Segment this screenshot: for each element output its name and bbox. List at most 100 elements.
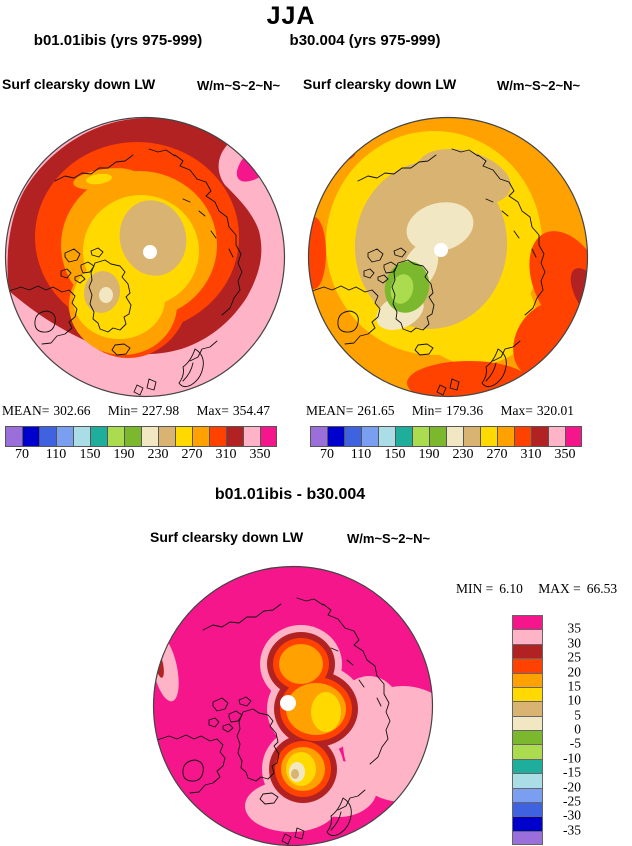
panel-right-subtitle: b30.004 (yrs 975-999)	[289, 32, 441, 49]
colorbar-right	[310, 426, 582, 447]
colorbar-cell	[446, 426, 463, 447]
colorbar-tick-label: 0	[574, 721, 581, 737]
colorbar-cell	[512, 701, 543, 716]
colorbar-tick-label: 270	[486, 447, 508, 462]
colorbar-tick-label: 230	[147, 447, 169, 462]
colorbar-cell	[548, 426, 565, 447]
pole-hole	[143, 245, 157, 259]
colorbar-tick-label: 190	[418, 447, 440, 462]
contour-region	[406, 202, 474, 252]
colorbar-cell	[412, 426, 429, 447]
colorbar-tick-label: 110	[45, 447, 67, 462]
colorbar-tick-label: 350	[554, 447, 576, 462]
colorbar-cell	[327, 426, 344, 447]
colorbar-tick-label: 35	[567, 621, 582, 637]
mean-label: MEAN=	[2, 403, 50, 418]
colorbar-cell	[90, 426, 107, 447]
difference-colorbar	[512, 615, 543, 845]
contour-region	[311, 692, 341, 732]
colorbar-cell	[209, 426, 226, 447]
colorbar-cell	[512, 730, 543, 745]
colorbar-cell	[512, 758, 543, 774]
min-label: Min=	[411, 403, 442, 418]
panel-left-subtitle: b01.01ibis (yrs 975-999)	[33, 32, 203, 49]
polar-map-left	[4, 116, 286, 398]
colorbar-cell	[175, 426, 192, 447]
colorbar-tick-label: 20	[567, 664, 582, 680]
contour-region	[328, 141, 356, 161]
max-label: Max=	[196, 403, 229, 418]
min-label: Min=	[107, 403, 138, 418]
stats-left: MEAN= 302.66 Min= 227.98 Max= 354.47	[2, 403, 284, 419]
colorbar-cell	[463, 426, 480, 447]
contour-region	[390, 274, 414, 304]
colorbar-cell	[512, 830, 543, 845]
colorbar-cell	[141, 426, 158, 447]
colorbar-tick-label: 5	[574, 707, 581, 723]
colorbar-tick-label: -5	[569, 736, 581, 752]
diff-max-label: MAX =	[538, 581, 581, 596]
colorbar-cell	[107, 426, 124, 447]
colorbar-tick-label: 190	[113, 447, 135, 462]
colorbar-cell	[226, 426, 243, 447]
colorbar-tick-label: 150	[79, 447, 101, 462]
diff-min-label: MIN =	[456, 581, 494, 596]
colorbar-cell	[395, 426, 412, 447]
difference-minmax: MIN = 6.10 MAX = 66.53	[456, 581, 629, 597]
colorbar-cell	[5, 426, 22, 447]
colorbar-tick-label: 270	[181, 447, 203, 462]
min-value: 227.98	[142, 403, 180, 418]
colorbar-cell	[531, 426, 548, 447]
colorbar-cell	[260, 426, 277, 447]
colorbar-cell	[512, 715, 543, 730]
max-label: Max=	[500, 403, 533, 418]
contour-region	[291, 769, 299, 779]
contour-region	[308, 217, 326, 289]
colorbar-cell	[480, 426, 497, 447]
colorbar-cell	[158, 426, 175, 447]
colorbar-left	[5, 426, 277, 447]
colorbar-cell	[192, 426, 209, 447]
mean-label: MEAN=	[306, 403, 354, 418]
contour-region	[99, 287, 113, 303]
panel-right-units-label: W/m~S~2~N~	[497, 78, 581, 93]
colorbar-tick-label: 110	[350, 447, 372, 462]
contour-region	[548, 117, 588, 163]
colorbar-cell	[73, 426, 90, 447]
colorbar-tick-label: -35	[563, 822, 581, 838]
panel-right-field-label: Surf clearsky down LW	[303, 76, 457, 92]
polar-map-right	[307, 116, 589, 398]
colorbar-cell	[124, 426, 141, 447]
colorbar-tick-label: 25	[567, 649, 582, 665]
map-panel-difference	[151, 564, 435, 846]
colorbar-tick-label: 350	[249, 447, 271, 462]
polar-map-difference	[152, 565, 434, 846]
difference-units-label: W/m~S~2~N~	[347, 531, 431, 546]
colorbar-cell	[361, 426, 378, 447]
colorbar-left-ticks: 70 110 150 190 230 270 310 350	[5, 447, 277, 464]
colorbar-cell	[39, 426, 56, 447]
colorbar-cell	[429, 426, 446, 447]
map-panel-left	[3, 115, 287, 399]
mean-value: 261.65	[357, 403, 395, 418]
difference-field-label: Surf clearsky down LW	[150, 529, 304, 545]
colorbar-cell	[497, 426, 514, 447]
colorbar-right-ticks: 70 110 150 190 230 270 310 350	[310, 447, 582, 464]
max-value: 354.47	[232, 403, 270, 418]
panel-left-field-label: Surf clearsky down LW	[2, 76, 156, 92]
colorbar-cell	[378, 426, 395, 447]
colorbar-cell	[243, 426, 260, 447]
colorbar-tick-label: 10	[567, 692, 582, 708]
difference-colorbar-ticks: 35 30 25 20 15 10 5 0 -5 -10 -15 -20 -25 -30 -35	[547, 615, 581, 845]
diff-min-value: 6.10	[499, 581, 523, 596]
map-boundary	[307, 116, 589, 398]
diff-max-value: 66.53	[586, 581, 618, 596]
colorbar-tick-label: 310	[215, 447, 237, 462]
colorbar-tick-label: 70	[15, 447, 29, 462]
pole-hole	[280, 695, 296, 711]
colorbar-cell	[512, 629, 543, 644]
max-value: 320.01	[536, 403, 574, 418]
colorbar-cell	[512, 672, 543, 687]
panel-left-units-label: W/m~S~2~N~	[197, 78, 281, 93]
